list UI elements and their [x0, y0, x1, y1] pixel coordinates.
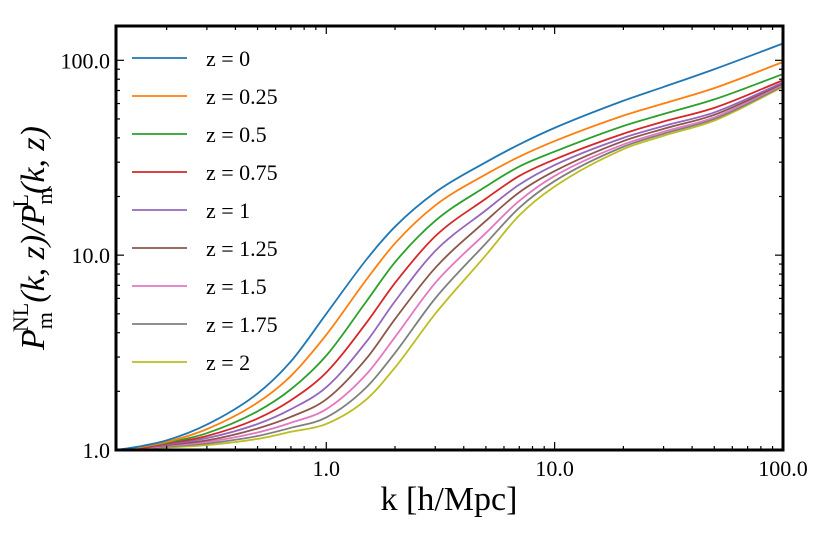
y-tick-label: 10.0: [72, 243, 111, 268]
legend-entry: z = 0.25: [132, 84, 278, 109]
y-tick-label: 100.0: [61, 48, 111, 73]
x-axis-label: k [h/Mpc]: [381, 481, 518, 518]
legend-label: z = 0.5: [206, 122, 267, 147]
legend-label: z = 2: [206, 350, 250, 375]
series-line-1: [115, 61, 784, 451]
series-line-4: [115, 81, 784, 451]
legend-entry: z = 1.75: [132, 312, 278, 337]
series-line-0: [115, 42, 784, 451]
plot-frame: [114, 24, 785, 452]
x-tick-label: 100.0: [758, 456, 808, 481]
tick-layer: 1.0 10.0 100.0 1.0 10.0 100.0: [61, 26, 808, 481]
series-line-5: [115, 82, 784, 451]
legend-label: z = 0: [206, 46, 250, 71]
legend-entry: z = 2: [132, 350, 250, 375]
series-line-7: [115, 84, 784, 451]
series-line-2: [115, 73, 784, 451]
legend-label: z = 1.25: [206, 236, 278, 261]
legend-entry: z = 1.25: [132, 236, 278, 261]
legend-label: z = 1: [206, 198, 250, 223]
series-line-6: [115, 83, 784, 451]
legend-entry: z = 1.5: [132, 274, 267, 299]
series-line-8: [115, 86, 784, 451]
x-tick-label: 1.0: [313, 456, 341, 481]
legend-entry: z = 1: [132, 198, 250, 223]
legend-entry: z = 0.5: [132, 122, 267, 147]
legend-label: z = 1.75: [206, 312, 278, 337]
legend: z = 0 z = 0.25 z = 0.5 z = 0.75 z = 1 z = 1.2…: [132, 46, 278, 375]
legend-entry: z = 0: [132, 46, 250, 71]
legend-entry: z = 0.75: [132, 160, 278, 185]
series-layer: [115, 42, 784, 451]
series-line-3: [115, 79, 784, 451]
legend-label: z = 1.5: [206, 274, 267, 299]
legend-label: z = 0.75: [206, 160, 278, 185]
y-axis-label: PmNL(k, z)/PmL(k, z): [8, 126, 57, 351]
y-tick-label: 1.0: [83, 438, 111, 463]
legend-label: z = 0.25: [206, 84, 278, 109]
x-tick-label: 10.0: [535, 456, 574, 481]
